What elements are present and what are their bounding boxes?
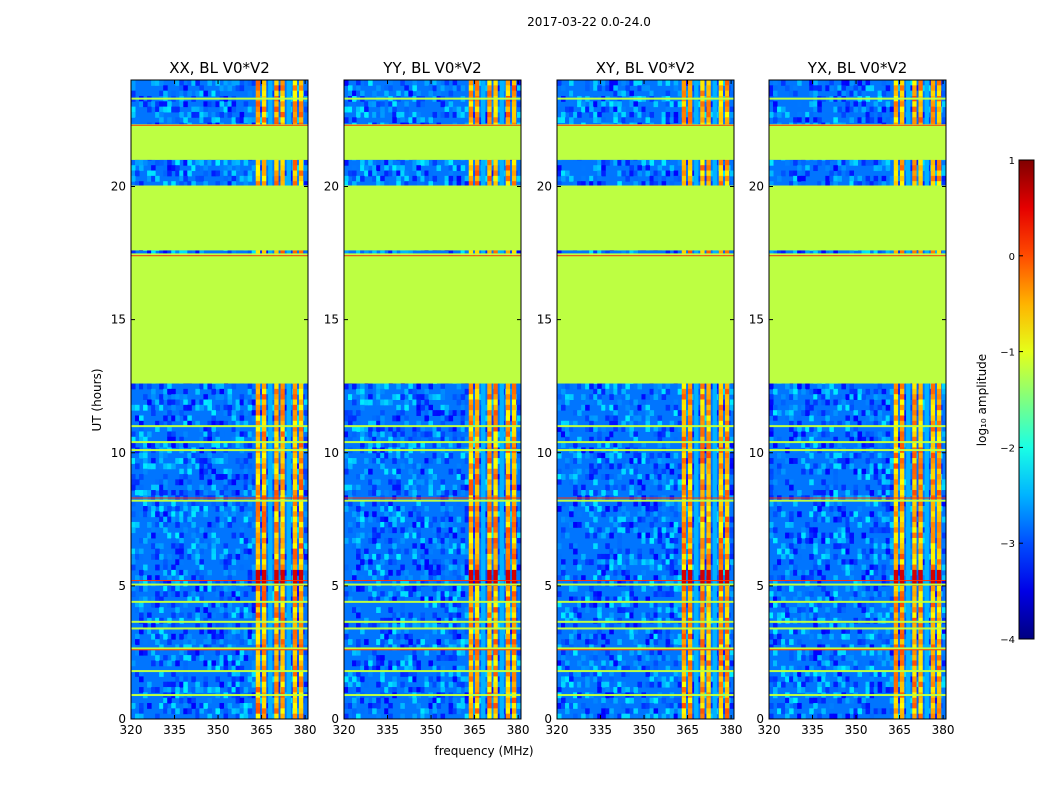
colorbar-tick-label: 0 [1009, 252, 1015, 263]
y-tick-label: 15 [111, 313, 126, 327]
y-tick-label: 10 [324, 446, 339, 460]
y-tick-label: 5 [756, 579, 764, 593]
colorbar-tick-label: 1 [1009, 156, 1015, 167]
x-tick-label: 350 [845, 723, 868, 737]
heatmap-image [131, 80, 308, 719]
y-tick-label: 10 [749, 446, 764, 460]
axes-frame [130, 79, 309, 720]
y-tick-label: 20 [537, 180, 552, 194]
colorbar-tick-label: −3 [1000, 539, 1015, 550]
y-tick-label: 15 [537, 313, 552, 327]
y-tick-label: 5 [118, 579, 126, 593]
heatmap-image [557, 80, 734, 719]
x-tick-label: 320 [546, 723, 569, 737]
y-tick-label: 10 [537, 446, 552, 460]
axes-frame [556, 79, 735, 720]
x-axis-label: frequency (MHz) [434, 744, 533, 758]
y-tick-label: 20 [111, 180, 126, 194]
x-tick-label: 320 [120, 723, 143, 737]
panel-1: XX, BL V0*V2 320 335 350 365 380 0 5 10 15 20 [111, 59, 317, 737]
panel-title: YY, BL V0*V2 [382, 59, 481, 77]
colorbar-tick-label: −2 [1000, 443, 1015, 454]
x-tick-label: 320 [333, 723, 356, 737]
x-tick-label: 335 [589, 723, 612, 737]
heatmap-image [769, 80, 946, 719]
y-tick-label: 10 [111, 446, 126, 460]
heatmap-image [344, 80, 521, 719]
x-tick-label: 365 [463, 723, 486, 737]
y-tick-label: 0 [331, 712, 339, 726]
panel-title: XY, BL V0*V2 [596, 59, 696, 77]
x-tick-label: 380 [294, 723, 317, 737]
x-tick-label: 335 [801, 723, 824, 737]
x-tick-label: 350 [207, 723, 230, 737]
y-tick-label: 20 [749, 180, 764, 194]
x-tick-label: 365 [888, 723, 911, 737]
colorbar-gradient [1018, 159, 1035, 640]
x-tick-label: 380 [720, 723, 743, 737]
x-tick-label: 365 [250, 723, 273, 737]
y-tick-label: 5 [544, 579, 552, 593]
colorbar: 1 0 −1 −2 −3 −4 log₁₀ amplitude [975, 156, 1035, 646]
y-tick-label: 5 [331, 579, 339, 593]
x-tick-label: 365 [676, 723, 699, 737]
panel-3: XY, BL V0*V2 320 335 350 365 380 0 5 10 15 20 [537, 59, 743, 737]
x-tick-label: 350 [633, 723, 656, 737]
panel-title: XX, BL V0*V2 [169, 59, 270, 77]
y-tick-label: 15 [324, 313, 339, 327]
axes-frame [343, 79, 522, 720]
x-tick-label: 335 [163, 723, 186, 737]
colorbar-tick-label: −4 [1000, 635, 1015, 646]
x-tick-label: 335 [376, 723, 399, 737]
y-tick-label: 0 [118, 712, 126, 726]
y-tick-label: 20 [324, 180, 339, 194]
y-tick-label: 0 [756, 712, 764, 726]
panel-4: YX, BL V0*V2 320 335 350 365 380 0 5 10 15 20 [749, 59, 955, 737]
axes-frame [768, 79, 947, 720]
x-tick-label: 380 [507, 723, 530, 737]
x-tick-label: 320 [758, 723, 781, 737]
colorbar-tick-label: −1 [1000, 348, 1015, 359]
figure-title: 2017-03-22 0.0-24.0 [527, 15, 651, 29]
panel-2: YY, BL V0*V2 320 335 350 365 380 0 5 10 15 20 [324, 59, 530, 737]
x-tick-label: 350 [420, 723, 443, 737]
colorbar-label: log₁₀ amplitude [975, 354, 989, 446]
panel-title: YX, BL V0*V2 [807, 59, 908, 77]
x-tick-label: 380 [932, 723, 955, 737]
y-tick-label: 15 [749, 313, 764, 327]
y-axis-label: UT (hours) [90, 368, 104, 431]
y-tick-label: 0 [544, 712, 552, 726]
